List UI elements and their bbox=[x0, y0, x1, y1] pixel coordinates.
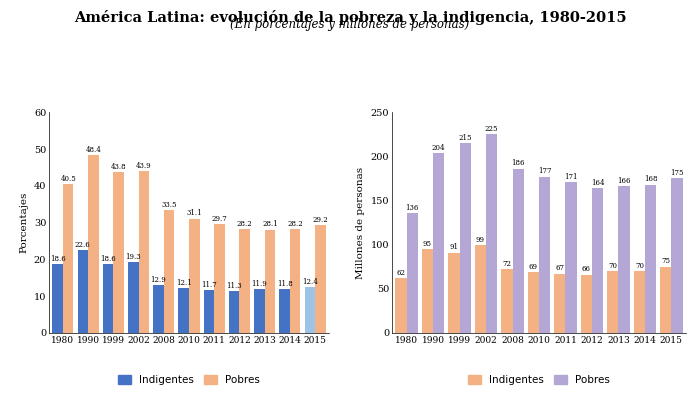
Text: 99: 99 bbox=[476, 236, 485, 244]
Bar bbox=[539, 177, 550, 333]
Bar bbox=[528, 272, 539, 333]
Text: 69: 69 bbox=[529, 263, 538, 271]
Text: 225: 225 bbox=[485, 125, 498, 133]
Bar bbox=[660, 267, 671, 333]
Text: 12.9: 12.9 bbox=[150, 276, 167, 284]
Bar bbox=[433, 153, 444, 333]
Bar bbox=[204, 290, 214, 333]
Text: 91: 91 bbox=[449, 243, 459, 251]
Bar bbox=[449, 253, 459, 333]
Bar bbox=[164, 210, 174, 333]
Bar bbox=[189, 219, 199, 333]
Y-axis label: Millones de personas: Millones de personas bbox=[356, 166, 365, 279]
Text: 186: 186 bbox=[511, 160, 525, 167]
Bar bbox=[128, 262, 139, 333]
Bar bbox=[592, 188, 603, 333]
Bar bbox=[279, 290, 290, 333]
Text: 28.2: 28.2 bbox=[287, 220, 303, 228]
Text: 40.5: 40.5 bbox=[60, 175, 76, 183]
Text: 29.7: 29.7 bbox=[211, 215, 228, 223]
Text: 11.7: 11.7 bbox=[201, 281, 217, 289]
Text: 215: 215 bbox=[458, 134, 472, 142]
Bar bbox=[315, 225, 326, 333]
Text: 31.1: 31.1 bbox=[186, 209, 202, 217]
Bar bbox=[407, 213, 418, 333]
Text: 28.2: 28.2 bbox=[237, 220, 253, 228]
Bar bbox=[153, 286, 164, 333]
Bar bbox=[395, 278, 407, 333]
Text: 12.4: 12.4 bbox=[302, 278, 318, 286]
Bar bbox=[566, 182, 577, 333]
Bar bbox=[645, 184, 656, 333]
Bar bbox=[178, 288, 189, 333]
Text: 18.6: 18.6 bbox=[100, 255, 116, 263]
Text: 166: 166 bbox=[617, 177, 631, 185]
Bar bbox=[290, 229, 300, 333]
Bar bbox=[113, 172, 124, 333]
Bar bbox=[501, 269, 512, 333]
Bar bbox=[459, 143, 470, 333]
Bar bbox=[619, 186, 629, 333]
Text: 204: 204 bbox=[432, 144, 445, 152]
Text: 95: 95 bbox=[423, 240, 432, 248]
Bar bbox=[304, 287, 315, 333]
Text: 11.8: 11.8 bbox=[276, 280, 293, 288]
Bar bbox=[581, 275, 592, 333]
Bar bbox=[554, 274, 566, 333]
Bar bbox=[671, 178, 682, 333]
Bar bbox=[229, 291, 239, 333]
Text: 33.5: 33.5 bbox=[161, 200, 177, 209]
Text: 28.1: 28.1 bbox=[262, 221, 278, 229]
Bar bbox=[512, 169, 524, 333]
Text: 43.9: 43.9 bbox=[136, 162, 152, 170]
Text: 67: 67 bbox=[555, 264, 564, 272]
Text: 75: 75 bbox=[662, 257, 671, 265]
Bar bbox=[634, 271, 645, 333]
Bar bbox=[475, 245, 486, 333]
Bar bbox=[52, 265, 63, 333]
Text: 168: 168 bbox=[644, 175, 657, 183]
Bar bbox=[214, 224, 225, 333]
Text: 177: 177 bbox=[538, 167, 552, 175]
Text: América Latina: evolución de la pobreza y la indigencia, 1980-2015: América Latina: evolución de la pobreza … bbox=[74, 10, 626, 25]
Text: 11.9: 11.9 bbox=[251, 280, 267, 288]
Legend: Indigentes, Pobres: Indigentes, Pobres bbox=[114, 371, 264, 389]
Text: (En porcentajes y millones de personas): (En porcentajes y millones de personas) bbox=[230, 18, 470, 31]
Bar bbox=[139, 172, 149, 333]
Bar bbox=[103, 265, 113, 333]
Text: 171: 171 bbox=[564, 173, 578, 180]
Text: 12.1: 12.1 bbox=[176, 279, 192, 287]
Text: 18.6: 18.6 bbox=[50, 255, 66, 263]
Legend: Indigentes, Pobres: Indigentes, Pobres bbox=[464, 371, 614, 389]
Text: 11.3: 11.3 bbox=[226, 282, 242, 290]
Bar bbox=[608, 271, 619, 333]
Text: 29.2: 29.2 bbox=[312, 217, 328, 225]
Bar bbox=[88, 155, 99, 333]
Bar bbox=[239, 229, 250, 333]
Text: 66: 66 bbox=[582, 265, 591, 273]
Text: 19.3: 19.3 bbox=[125, 253, 141, 261]
Text: 48.4: 48.4 bbox=[85, 146, 101, 154]
Text: 70: 70 bbox=[635, 262, 644, 270]
Text: 136: 136 bbox=[405, 204, 419, 212]
Bar bbox=[254, 289, 265, 333]
Bar bbox=[63, 184, 74, 333]
Bar bbox=[422, 249, 433, 333]
Text: 70: 70 bbox=[608, 262, 617, 270]
Bar bbox=[265, 229, 275, 333]
Text: 22.6: 22.6 bbox=[75, 241, 91, 249]
Text: 43.8: 43.8 bbox=[111, 163, 127, 171]
Bar bbox=[486, 134, 497, 333]
Text: 62: 62 bbox=[396, 269, 405, 277]
Text: 72: 72 bbox=[503, 260, 512, 268]
Text: 164: 164 bbox=[591, 179, 604, 187]
Y-axis label: Porcentajes: Porcentajes bbox=[20, 192, 28, 253]
Bar bbox=[78, 250, 88, 333]
Text: 175: 175 bbox=[670, 169, 684, 177]
